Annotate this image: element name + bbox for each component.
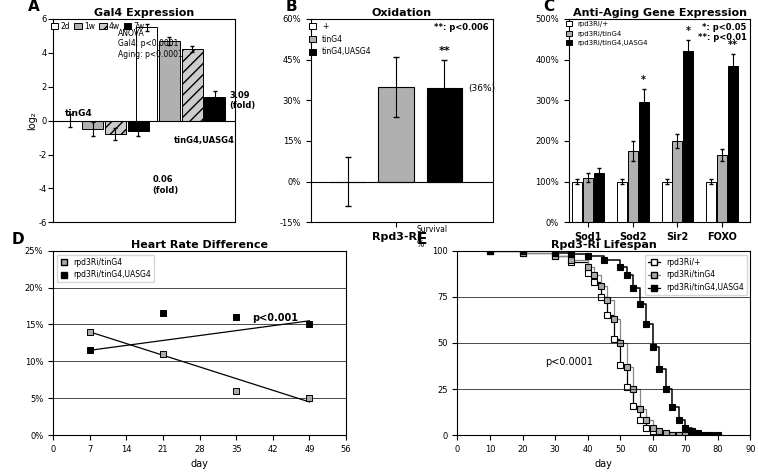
Bar	[159, 41, 180, 121]
Bar	[706, 182, 716, 222]
Text: E: E	[416, 232, 427, 247]
Point	[83, 347, 96, 354]
Bar	[378, 87, 414, 182]
Bar	[205, 97, 225, 121]
Text: p<0.0001: p<0.0001	[545, 357, 594, 367]
Text: *: p<0.05
**: p<0.01: *: p<0.05 **: p<0.01	[698, 23, 747, 43]
Y-axis label: log₂: log₂	[27, 111, 37, 130]
Point	[83, 328, 96, 336]
Bar	[128, 121, 149, 131]
Bar	[683, 52, 694, 222]
Text: p<0.001: p<0.001	[252, 313, 299, 323]
Title: Heart Rate Difference: Heart Rate Difference	[131, 240, 268, 250]
X-axis label: day: day	[595, 459, 613, 469]
Point	[303, 321, 315, 328]
Text: **: **	[728, 40, 738, 50]
Bar	[617, 182, 627, 222]
Legend: rpd3Ri/+, rpd3Ri/tinG4, rpd3Ri/tinG4,UASG4: rpd3Ri/+, rpd3Ri/tinG4, rpd3Ri/tinG4,UAS…	[563, 18, 651, 49]
Bar	[717, 155, 727, 222]
Legend: rpd3Ri/tinG4, rpd3Ri/tinG4,UASG4: rpd3Ri/tinG4, rpd3Ri/tinG4,UASG4	[57, 254, 155, 282]
Text: ANOVA
Gal4: p<0.0001
Aging: p<0.0001: ANOVA Gal4: p<0.0001 Aging: p<0.0001	[118, 29, 183, 59]
Bar	[728, 66, 738, 222]
Point	[157, 350, 169, 358]
Text: 3.09
(fold): 3.09 (fold)	[229, 90, 255, 110]
X-axis label: day: day	[190, 459, 208, 469]
Bar	[594, 174, 604, 222]
Title: Anti-Aging Gene Expression: Anti-Aging Gene Expression	[572, 8, 747, 18]
Text: 0.06
(fold): 0.06 (fold)	[152, 175, 179, 195]
Text: C: C	[543, 0, 555, 14]
Title: Oxidation: Oxidation	[371, 8, 432, 18]
Title: Rpd3-Ri Lifespan: Rpd3-Ri Lifespan	[551, 240, 656, 250]
Text: tinG4,UASG4: tinG4,UASG4	[174, 136, 234, 145]
Text: B: B	[286, 0, 297, 14]
Legend: +, tinG4, tinG4,UASG4: +, tinG4, tinG4,UASG4	[305, 18, 374, 60]
Bar	[583, 177, 593, 222]
Legend: rpd3Ri/+, rpd3Ri/tinG4, rpd3Ri/tinG4,UASG4: rpd3Ri/+, rpd3Ri/tinG4, rpd3Ri/tinG4,UAS…	[645, 254, 747, 295]
Bar	[105, 121, 126, 134]
Text: *: *	[641, 75, 646, 85]
Text: **: **	[438, 45, 450, 55]
Text: tinG4: tinG4	[64, 109, 92, 118]
Bar	[662, 182, 672, 222]
Text: D: D	[12, 232, 25, 247]
Text: Survival: Survival	[416, 225, 447, 234]
Point	[230, 313, 243, 321]
Text: (36%): (36%)	[468, 84, 496, 93]
Bar	[628, 151, 637, 222]
Legend: 2d, 1w, 4w, 7w: 2d, 1w, 4w, 7w	[48, 18, 148, 34]
Text: %: %	[416, 240, 424, 249]
Bar	[672, 141, 682, 222]
Title: Gal4 Expression: Gal4 Expression	[94, 8, 194, 18]
Text: A: A	[27, 0, 39, 14]
Bar	[182, 50, 202, 121]
Bar	[136, 27, 157, 121]
Bar	[427, 88, 462, 182]
Point	[303, 394, 315, 402]
Point	[157, 310, 169, 317]
Bar	[639, 102, 649, 222]
Bar	[83, 121, 103, 129]
Point	[230, 387, 243, 394]
Text: *: *	[686, 26, 691, 36]
Bar	[572, 182, 582, 222]
Text: **: p<0.006: **: p<0.006	[434, 23, 489, 32]
